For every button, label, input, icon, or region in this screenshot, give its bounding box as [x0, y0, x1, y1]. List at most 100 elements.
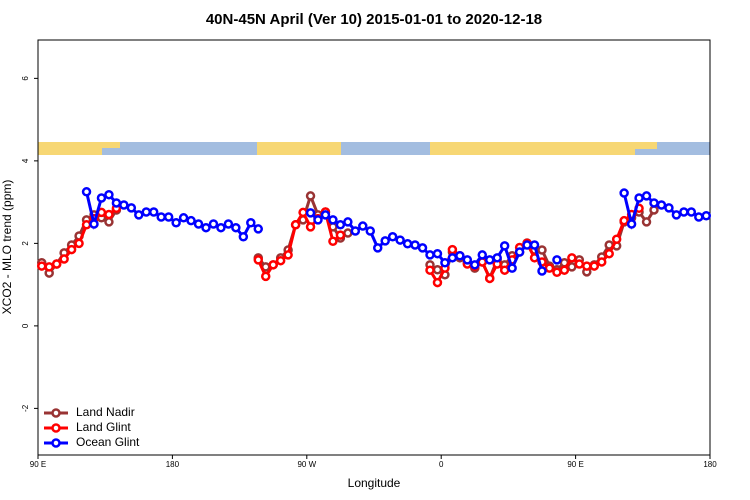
data-point — [104, 217, 114, 227]
data-point — [208, 219, 219, 229]
y-axis-label: XCO2 - MLO trend (ppm) — [0, 180, 14, 315]
data-point — [186, 215, 196, 226]
data-point — [275, 255, 286, 266]
data-point — [499, 241, 510, 251]
data-point — [156, 212, 166, 222]
data-point — [507, 263, 517, 273]
data-point — [552, 255, 562, 265]
data-point — [582, 261, 592, 271]
data-point — [283, 250, 293, 260]
data-point — [119, 200, 129, 210]
legend-marker — [51, 438, 61, 448]
data-point — [298, 207, 308, 218]
y-tick-label: 6 — [21, 76, 30, 81]
data-point — [305, 191, 316, 201]
data-point — [89, 219, 99, 229]
data-point — [544, 263, 555, 273]
data-point — [372, 243, 383, 253]
data-point — [126, 203, 137, 213]
data-point — [641, 191, 652, 201]
data-point — [619, 188, 629, 198]
data-point — [596, 257, 607, 267]
y-tick-label: 0 — [21, 323, 30, 328]
y-tick-label: -2 — [21, 404, 30, 412]
data-point — [671, 210, 682, 220]
legend-marker — [51, 408, 61, 418]
land-strip — [38, 142, 102, 155]
data-point — [440, 258, 450, 268]
data-point — [74, 238, 84, 249]
data-point — [201, 222, 211, 233]
data-point — [567, 262, 577, 272]
data-point — [51, 259, 62, 269]
data-point — [171, 217, 181, 228]
data-point — [447, 244, 458, 255]
data-point — [328, 215, 338, 225]
data-point — [81, 220, 92, 230]
data-point — [417, 243, 428, 253]
x-tick-label: 90 W — [297, 460, 316, 469]
data-point — [290, 220, 301, 230]
data-point — [567, 253, 577, 263]
data-point — [484, 255, 495, 265]
y-tick-label: 2 — [21, 241, 30, 246]
data-point — [335, 230, 346, 240]
data-point — [253, 224, 264, 234]
x-tick-label: 0 — [439, 460, 444, 469]
series — [81, 187, 712, 276]
x-tick-label: 180 — [166, 460, 180, 469]
data-point — [104, 189, 114, 200]
data-point — [447, 253, 458, 263]
data-point — [432, 277, 443, 288]
data-point — [59, 254, 69, 264]
data-point — [425, 265, 435, 275]
data-point — [141, 207, 152, 217]
data-point — [492, 253, 502, 263]
data-point — [134, 210, 144, 220]
x-tick-label: 90 E — [567, 460, 583, 469]
series-line — [257, 191, 349, 269]
data-point — [81, 187, 92, 197]
data-point — [111, 198, 122, 208]
legend-label: Land Nadir — [76, 405, 135, 419]
data-point — [522, 240, 532, 250]
data-point — [477, 250, 488, 260]
data-point — [484, 273, 495, 284]
land-strip — [102, 142, 120, 148]
data-point — [574, 259, 585, 269]
data-point — [499, 265, 510, 275]
data-point — [589, 261, 600, 271]
land-ocean-band — [38, 142, 710, 155]
data-point — [178, 213, 189, 223]
data-point — [694, 212, 704, 222]
data-point — [634, 193, 644, 203]
x-tick-label: 90 E — [30, 460, 46, 469]
x-tick-label: 180 — [703, 460, 717, 469]
data-point — [701, 210, 712, 221]
data-point — [246, 217, 256, 228]
data-point — [686, 207, 697, 217]
data-point — [328, 236, 338, 247]
data-point — [343, 217, 353, 227]
land-strip — [257, 142, 341, 155]
data-point — [148, 207, 159, 217]
land-strip — [430, 142, 635, 155]
data-point — [231, 222, 241, 233]
data-point — [470, 260, 480, 270]
data-point — [552, 267, 562, 278]
data-point — [216, 222, 226, 233]
data-point — [365, 226, 376, 236]
data-point — [537, 266, 547, 276]
data-point — [611, 234, 622, 244]
legend-label: Ocean Glint — [76, 435, 140, 449]
data-point — [664, 203, 674, 213]
series — [36, 203, 644, 288]
data-point — [350, 226, 361, 236]
plot-frame — [37, 39, 711, 456]
data-point — [163, 212, 174, 222]
data-point — [268, 260, 278, 270]
data-point — [656, 200, 667, 210]
legend-marker — [51, 423, 61, 433]
chart-title: 40N-45N April (Ver 10) 2015-01-01 to 202… — [206, 11, 542, 28]
